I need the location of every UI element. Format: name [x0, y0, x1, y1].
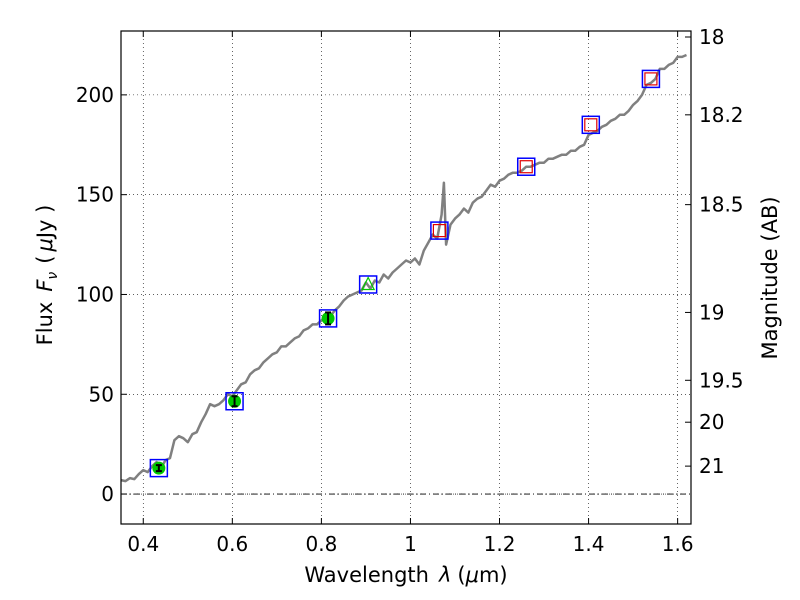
model-point-square	[584, 118, 598, 132]
x-axis-title-symbol: λ	[438, 563, 451, 587]
right-tick-label: 20	[699, 410, 724, 434]
right-tick-label: 19.5	[699, 368, 744, 392]
y-tick-label: 200	[76, 83, 114, 107]
x-axis-title-word: Wavelength	[304, 563, 429, 587]
model-point-triangle	[361, 276, 376, 291]
model-point-square	[432, 223, 446, 238]
plot-background	[121, 31, 691, 524]
y-axis-title-symbol-sub: ν	[45, 272, 61, 280]
y-axis-right: 18 18.2 18.5 19 19.5 20 21	[685, 25, 744, 478]
y-axis-title-word: Flux	[33, 302, 57, 346]
x-tick-label: 1.2	[484, 532, 516, 556]
x-axis: 0.4 0.6 0.8 1 1.2 1.4 1.6	[127, 31, 694, 556]
observed-point-square	[358, 275, 378, 294]
photometry-points	[149, 69, 661, 478]
observed-point-square	[641, 69, 661, 89]
y-axis-title-unit-rest: Jy )	[33, 205, 57, 241]
y-axis-title-unit-mu: μ	[33, 238, 57, 252]
y-axis-title: Flux Fν ( μJy )	[33, 205, 61, 346]
x-axis-title-unit-open: (	[457, 563, 465, 587]
y-axis-left: 0 50 100 150 200	[76, 83, 127, 506]
right-tick-label: 19	[699, 300, 724, 324]
y-tick-label: 150	[76, 183, 114, 207]
x-tick-label: 1	[404, 532, 417, 556]
y-axis-title-unit-open: (	[33, 256, 57, 264]
observed-point-square	[430, 221, 449, 240]
x-tick-label: 0.6	[216, 532, 248, 556]
model-point-square	[644, 72, 658, 86]
x-tick-label: 1.6	[662, 532, 694, 556]
model-point-square	[519, 160, 533, 174]
y-tick-label: 100	[76, 282, 114, 306]
y-tick-label: 50	[89, 382, 114, 406]
x-axis-title-unit-mu: μ	[465, 563, 479, 587]
x-axis-title: Wavelength λ (μm)	[304, 563, 507, 587]
right-axis-title: Magnitude (AB)	[758, 196, 782, 359]
y-tick-label: 0	[101, 482, 114, 506]
x-tick-label: 0.8	[305, 532, 337, 556]
observed-point-square	[149, 458, 169, 478]
observed-point-square	[225, 391, 244, 411]
plot-frame	[120, 30, 692, 525]
x-tick-label: 0.4	[127, 532, 159, 556]
observed-point-square	[516, 157, 536, 176]
observed-point-square	[581, 115, 601, 135]
right-tick-label: 18	[699, 25, 724, 49]
x-tick-label: 1.4	[573, 532, 605, 556]
y-axis-title-symbol: F	[33, 279, 57, 292]
grid	[121, 31, 691, 524]
right-tick-label: 18.2	[699, 103, 744, 127]
right-tick-label: 18.5	[699, 193, 744, 217]
x-axis-title-unit-rest: m)	[479, 563, 508, 587]
right-tick-label: 21	[699, 454, 724, 478]
observed-point-square	[318, 309, 338, 328]
